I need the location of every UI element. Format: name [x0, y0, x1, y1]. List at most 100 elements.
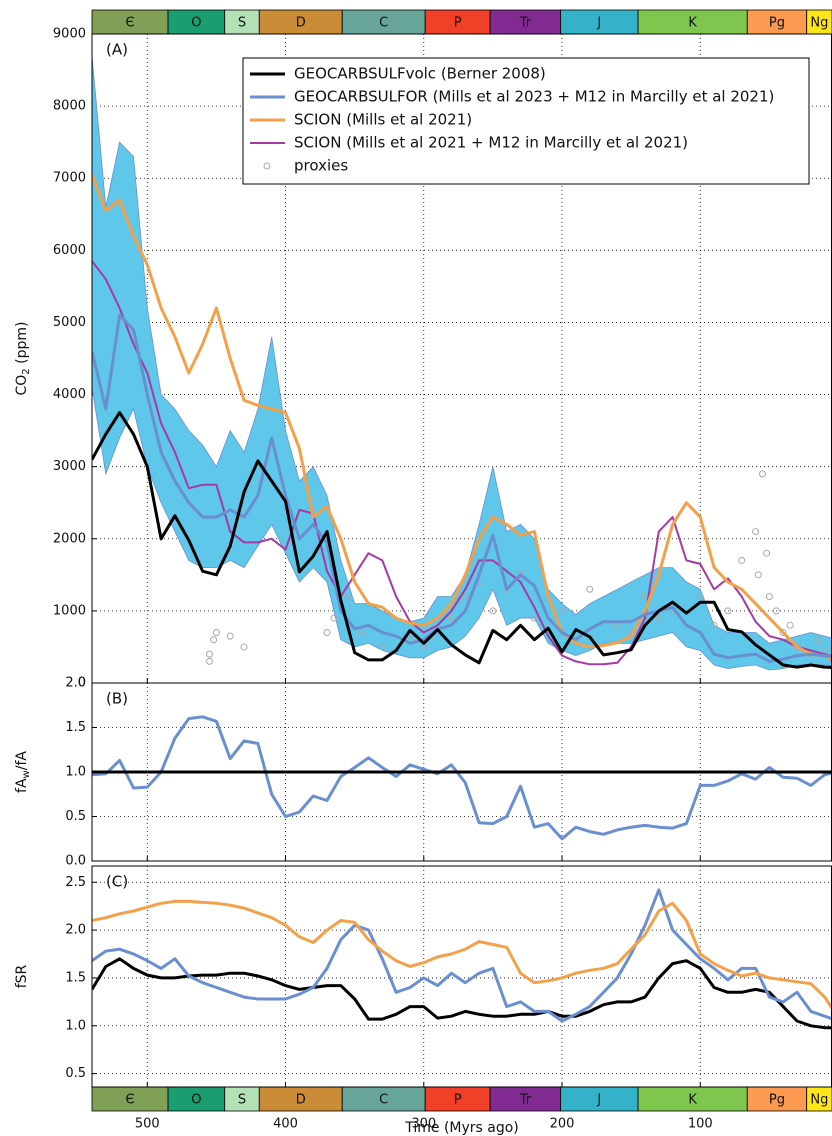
y-tick-label: 3000 [53, 459, 86, 474]
period-label: Ng [810, 1093, 828, 1108]
proxy-point [358, 629, 366, 637]
proxy-point [655, 614, 663, 622]
panel: 0 1000 2000 3000 4000 5000 6000 7000 8000 9000 (A)… [14, 27, 832, 691]
period-label: P [454, 16, 462, 31]
proxy-point [696, 592, 704, 600]
x-tick-label: 500 [135, 1117, 160, 1132]
y-tick-label: 2000 [53, 531, 86, 546]
series-line [92, 899, 832, 1011]
panel: 0.0 0.5 1.0 1.5 2.0 (B) fAw/fA [14, 676, 832, 869]
period-label: D [296, 16, 306, 31]
proxy-point [240, 643, 248, 651]
proxy-point [558, 607, 566, 615]
proxy-point [724, 607, 732, 615]
y-tick-label: 6000 [53, 243, 86, 258]
period-label: K [688, 1093, 697, 1108]
series-line [92, 260, 832, 666]
proxy-point [226, 632, 234, 640]
y-tick-label: 4000 [53, 387, 86, 402]
y-label-part: w [21, 770, 32, 778]
y-label-part: fA [14, 778, 30, 793]
period-bar [560, 1086, 639, 1112]
period-label: K [688, 16, 697, 31]
series-line [92, 313, 832, 663]
legend-label: SCION (Mills et al 2021 + M12 in Marcill… [294, 134, 688, 152]
period-bar [806, 9, 832, 35]
period-bar [806, 1086, 832, 1112]
period-label: D [296, 1093, 306, 1108]
period-bar [167, 1086, 226, 1112]
series-line [92, 715, 832, 841]
y-axis-label: fAw/fA [14, 751, 32, 793]
y-label-part: fSR [14, 964, 30, 988]
legend-label: SCION (Mills et al 2021) [294, 111, 472, 129]
period-bar [746, 9, 808, 35]
period-label: C [379, 1093, 388, 1108]
proxy-point [206, 657, 214, 665]
period-bar [746, 1086, 808, 1112]
series-line [92, 411, 832, 670]
period-label: Є [125, 1093, 134, 1108]
period-bar [560, 9, 639, 35]
uncertainty-band [92, 55, 832, 671]
panel-label: (A) [106, 41, 128, 59]
x-tick-label: 300 [411, 1117, 436, 1132]
period-label: Є [125, 16, 134, 31]
proxy-point [765, 592, 773, 600]
x-tick-label: 100 [688, 1117, 713, 1132]
period-bar [91, 9, 169, 35]
proxy-point [814, 636, 822, 644]
period-label: Pg [769, 1093, 785, 1108]
proxy-point [344, 592, 352, 600]
proxy-point [754, 571, 762, 579]
y-tick-label: 1.0 [65, 1018, 86, 1033]
proxy-point [212, 629, 220, 637]
y-tick-label: 8000 [53, 99, 86, 114]
period-label: J [596, 16, 601, 31]
period-bar [224, 1086, 260, 1112]
period-label: Tr [519, 16, 532, 31]
proxy-point [378, 643, 386, 651]
proxy-point [461, 592, 469, 600]
y-tick-label: 0.5 [65, 1066, 86, 1081]
y-tick-label: 1.5 [65, 970, 86, 985]
y-tick-label: 2.5 [65, 875, 86, 890]
period-bar [424, 9, 491, 35]
proxy-point [772, 607, 780, 615]
period-label: J [596, 1093, 601, 1108]
y-label-part: (ppm) [14, 322, 30, 369]
legend-label: GEOCARBSULFvolc (Berner 2008) [294, 65, 546, 83]
period-label: P [454, 1093, 462, 1108]
x-tick-label: 400 [273, 1117, 298, 1132]
y-tick-label: 7000 [53, 171, 86, 186]
period-label: O [191, 16, 201, 31]
y-tick-label: 0 [78, 676, 86, 691]
period-label: S [238, 16, 246, 31]
period-label: S [238, 1093, 246, 1108]
panel-label: (C) [106, 873, 128, 891]
proxy-point [763, 549, 771, 557]
y-tick-label: 9000 [53, 27, 86, 42]
x-tick-label: 200 [550, 1117, 575, 1132]
period-bar [637, 1086, 748, 1112]
proxy-point [206, 650, 214, 658]
proxy-point [330, 614, 338, 622]
y-tick-label: 2.0 [65, 923, 86, 938]
proxy-point [786, 621, 794, 629]
legend-marker [263, 162, 271, 170]
y-tick-label: 0.5 [65, 809, 86, 824]
y-tick-label: 1.0 [65, 765, 86, 780]
proxy-point [517, 571, 525, 579]
proxy-point [710, 621, 718, 629]
legend-label: proxies [294, 157, 348, 175]
y-label-part: CO [14, 375, 30, 396]
series-line [92, 174, 832, 661]
proxy-point [738, 556, 746, 564]
y-tick-label: 5000 [53, 315, 86, 330]
proxy-point [752, 528, 760, 536]
series-line [92, 888, 832, 1023]
y-axis-label: CO2 (ppm) [14, 322, 32, 396]
proxy-point [210, 636, 218, 644]
